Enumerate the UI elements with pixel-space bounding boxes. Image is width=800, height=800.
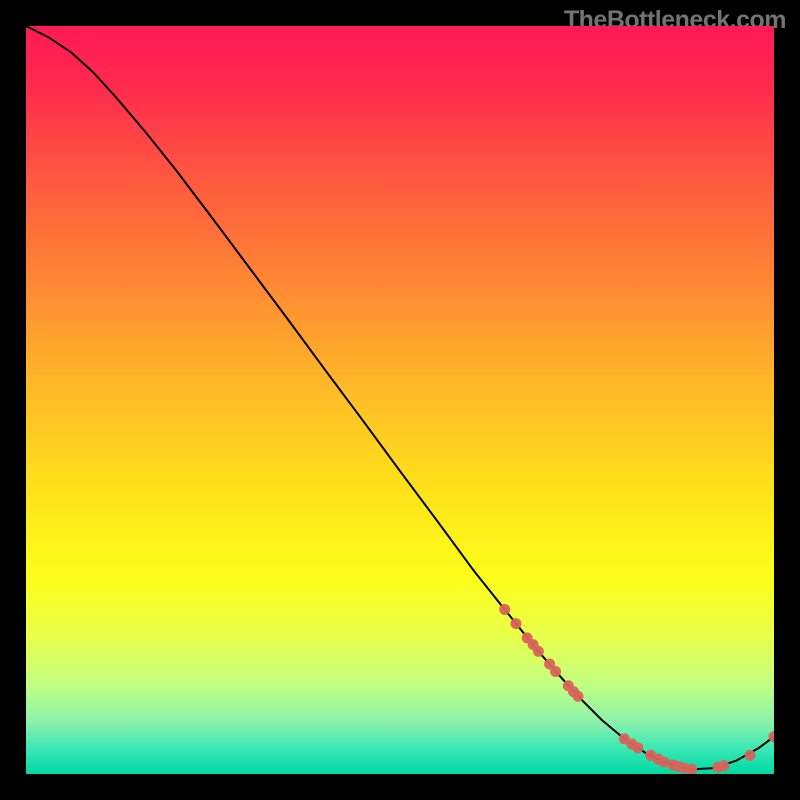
data-marker (745, 750, 756, 761)
plot-area (26, 26, 774, 774)
chart-bg (26, 26, 774, 774)
data-marker (550, 666, 561, 677)
data-marker (533, 646, 544, 657)
data-marker (718, 760, 729, 771)
data-marker (510, 618, 521, 629)
data-marker (632, 742, 643, 753)
data-marker (573, 691, 584, 702)
chart-svg (26, 26, 774, 774)
data-marker (499, 604, 510, 615)
chart-frame: TheBottleneck.com (0, 0, 800, 800)
